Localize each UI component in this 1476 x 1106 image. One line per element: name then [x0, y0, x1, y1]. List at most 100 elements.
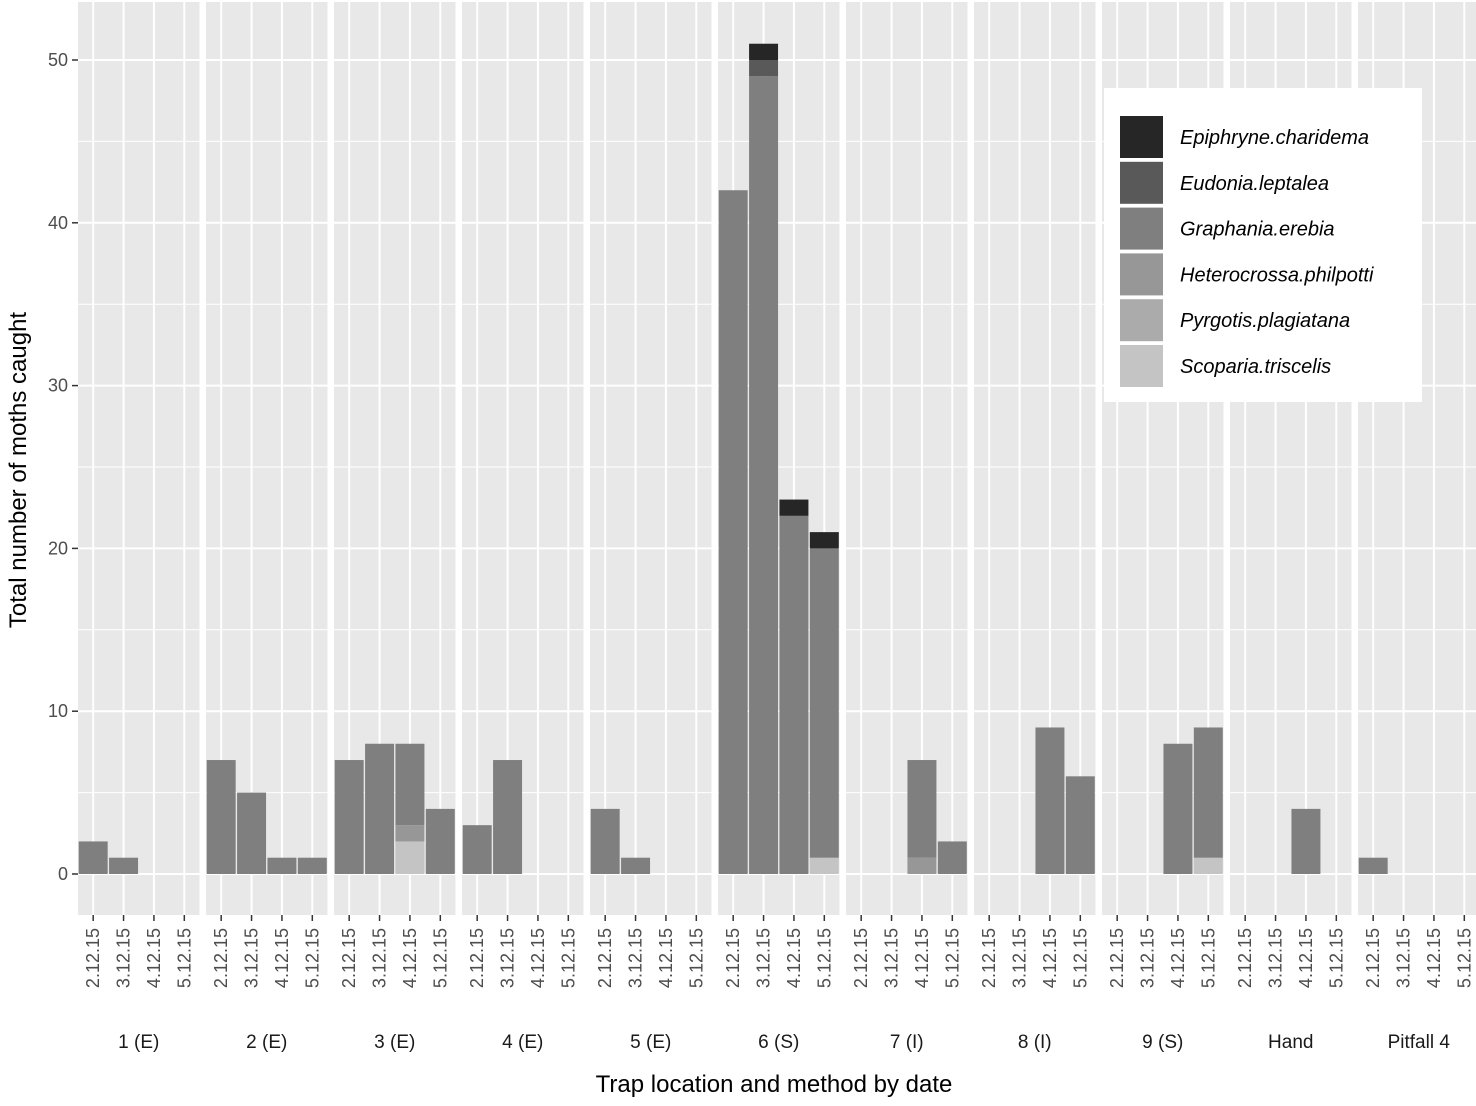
- y-tick-label: 0: [58, 864, 68, 884]
- bar-segment: [749, 60, 779, 77]
- bar-segment: [749, 43, 779, 60]
- facet-label: 7 (I): [890, 1032, 924, 1053]
- legend-label: Graphania.erebia: [1180, 219, 1335, 241]
- x-tick-label: 3.12.15: [626, 928, 646, 988]
- x-tick-label: 2.12.15: [211, 928, 231, 988]
- bar-segment: [1193, 727, 1223, 858]
- bar-segment: [78, 841, 108, 874]
- legend-key: [1120, 116, 1163, 158]
- bar-segment: [395, 841, 425, 874]
- x-tick-label: 5.12.15: [814, 928, 834, 988]
- x-tick-label: 4.12.15: [912, 928, 932, 988]
- facet-panel: [846, 2, 968, 915]
- facet-label: 8 (I): [1018, 1032, 1052, 1053]
- y-tick-label: 20: [48, 538, 68, 558]
- bar-segment: [907, 760, 937, 858]
- bar-segment: [237, 792, 267, 874]
- bar-segment: [907, 857, 937, 874]
- x-tick-label: 3.12.15: [1394, 928, 1414, 988]
- x-tick-label: 2.12.15: [1107, 928, 1127, 988]
- facet-label: 2 (E): [246, 1032, 287, 1053]
- facet-label: 3 (E): [374, 1032, 415, 1053]
- x-tick-label: 4.12.15: [1296, 928, 1316, 988]
- bar-segment: [267, 857, 297, 874]
- y-tick-label: 50: [48, 50, 68, 70]
- x-tick-label: 2.12.15: [723, 928, 743, 988]
- bar-segment: [779, 499, 809, 516]
- x-tick-label: 2.12.15: [467, 928, 487, 988]
- x-tick-label: 3.12.15: [498, 928, 518, 988]
- y-tick-label: 40: [48, 213, 68, 233]
- x-tick-label: 3.12.15: [114, 928, 134, 988]
- bar-segment: [937, 841, 967, 874]
- x-tick-label: 3.12.15: [1010, 928, 1030, 988]
- legend-key: [1120, 207, 1163, 250]
- x-axis: 2.12.15 3.12.15 4.12.15 5.12.15 1 (E) 2.12.15…: [83, 915, 1474, 1053]
- x-tick-label: 2.12.15: [339, 928, 359, 988]
- facet-label: 5 (E): [630, 1032, 671, 1053]
- x-tick-label: 4.12.15: [1168, 928, 1188, 988]
- facet-panel: [590, 2, 712, 915]
- x-tick-label: 4.12.15: [144, 928, 164, 988]
- x-tick-label: 3.12.15: [1266, 928, 1286, 988]
- x-tick-label: 5.12.15: [558, 928, 578, 988]
- x-tick-label: 3.12.15: [754, 928, 774, 988]
- bar-segment: [425, 808, 455, 874]
- x-tick-label: 3.12.15: [882, 928, 902, 988]
- legend-key: [1120, 253, 1163, 296]
- x-tick-label: 2.12.15: [1363, 928, 1383, 988]
- bar-segment: [1291, 808, 1321, 874]
- bar-segment: [462, 825, 492, 874]
- facet-label: 9 (S): [1142, 1032, 1183, 1053]
- bar-segment: [109, 857, 139, 874]
- legend-label: Epiphryne.charidema: [1180, 127, 1369, 149]
- x-tick-label: 4.12.15: [656, 928, 676, 988]
- x-tick-label: 5.12.15: [430, 928, 450, 988]
- bar-segment: [621, 857, 651, 874]
- x-tick-label: 2.12.15: [1235, 928, 1255, 988]
- legend-label: Pyrgotis.plagiatana: [1180, 310, 1350, 332]
- x-tick-label: 4.12.15: [272, 928, 292, 988]
- facet-label: Hand: [1268, 1032, 1313, 1053]
- x-tick-label: 4.12.15: [400, 928, 420, 988]
- facet-panel: [462, 2, 584, 915]
- facet-label: 1 (E): [118, 1032, 159, 1053]
- x-tick-label: 5.12.15: [1326, 928, 1346, 988]
- bar-segment: [590, 808, 620, 874]
- bar-segment: [206, 760, 236, 874]
- x-tick-label: 3.12.15: [242, 928, 262, 988]
- x-tick-label: 4.12.15: [1040, 928, 1060, 988]
- bar-segment: [334, 760, 364, 874]
- x-tick-label: 4.12.15: [528, 928, 548, 988]
- bar-segment: [1035, 727, 1065, 874]
- facet-label: 6 (S): [758, 1032, 799, 1053]
- x-tick-label: 5.12.15: [174, 928, 194, 988]
- y-axis-title: Total number of moths caught: [5, 312, 32, 629]
- facet-label: 4 (E): [502, 1032, 543, 1053]
- legend-label: Heterocrossa.philpotti: [1180, 264, 1374, 286]
- bar-segment: [297, 857, 327, 874]
- x-tick-label: 3.12.15: [1138, 928, 1158, 988]
- legend-key: [1120, 345, 1163, 387]
- x-tick-label: 4.12.15: [1424, 928, 1444, 988]
- bar-segment: [1193, 857, 1223, 874]
- bar-segment: [395, 743, 425, 826]
- x-tick-label: 5.12.15: [1070, 928, 1090, 988]
- bar-segment: [749, 76, 779, 874]
- bar-segment: [718, 190, 748, 875]
- facet-panel: [78, 2, 200, 915]
- bar-segment: [1065, 776, 1095, 874]
- x-tick-label: 2.12.15: [83, 928, 103, 988]
- x-tick-label: 2.12.15: [979, 928, 999, 988]
- x-tick-label: 5.12.15: [1454, 928, 1474, 988]
- y-tick-label: 10: [48, 701, 68, 721]
- bar-segment: [779, 515, 809, 874]
- bar-segment: [1163, 743, 1193, 874]
- legend-key: [1120, 299, 1163, 342]
- bar-segment: [1358, 857, 1388, 874]
- bar-marks: [78, 43, 1388, 875]
- y-tick-label: 30: [48, 376, 68, 396]
- bar-segment: [365, 743, 395, 874]
- y-axis: 0 10 20 30 40 50: [48, 50, 78, 884]
